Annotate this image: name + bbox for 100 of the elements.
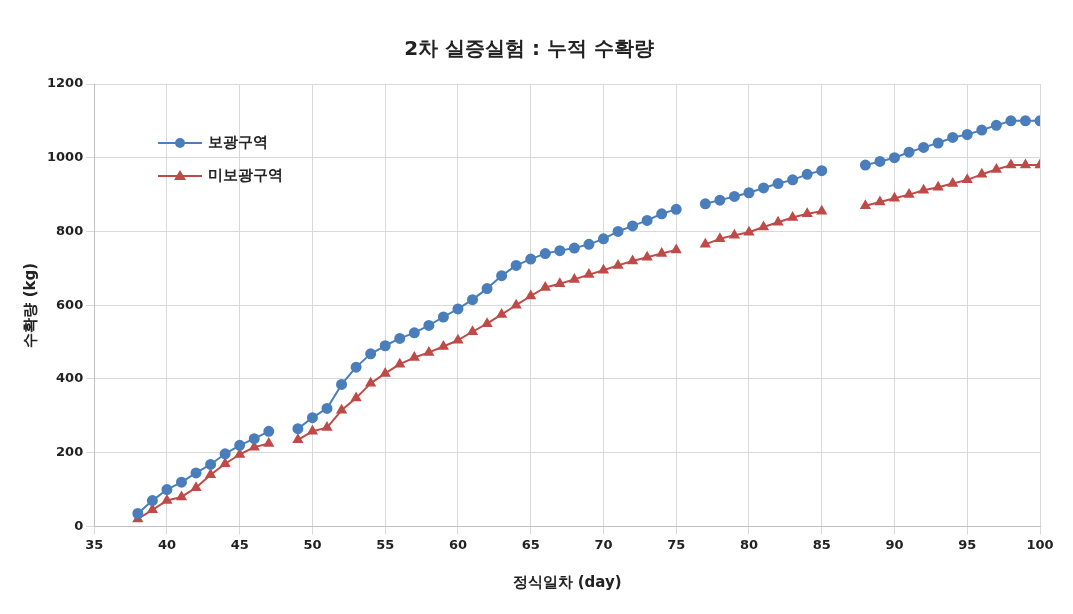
x-tick-label: 50	[303, 536, 322, 552]
point	[874, 155, 886, 167]
point	[728, 190, 740, 202]
point	[656, 208, 668, 220]
point	[714, 233, 725, 243]
y-tick-label: 200	[56, 444, 84, 460]
legend-label: 보광구역	[208, 133, 268, 152]
point	[1019, 115, 1031, 127]
point	[336, 404, 347, 414]
x-tick-label: 95	[958, 536, 977, 552]
point	[976, 168, 987, 178]
point	[903, 146, 915, 158]
point	[554, 245, 566, 257]
point	[888, 152, 900, 164]
point	[801, 168, 813, 180]
point	[875, 196, 885, 206]
point	[787, 211, 798, 221]
point	[962, 174, 973, 184]
point	[306, 412, 318, 424]
point	[350, 361, 362, 373]
point	[641, 214, 653, 226]
x-tick-label: 100	[1026, 536, 1054, 552]
point	[321, 402, 333, 414]
point	[510, 259, 522, 271]
x-tick-label: 70	[594, 536, 613, 552]
point	[642, 251, 653, 261]
point	[933, 181, 944, 191]
point	[423, 319, 435, 331]
point	[743, 187, 755, 199]
point	[991, 164, 1002, 173]
point	[351, 392, 361, 402]
point	[147, 504, 158, 514]
point	[714, 194, 726, 206]
point	[467, 294, 479, 306]
point	[409, 352, 420, 361]
point	[162, 495, 172, 504]
point	[568, 242, 580, 254]
point	[453, 334, 463, 344]
point	[729, 229, 740, 239]
point	[263, 437, 274, 447]
point	[1006, 159, 1016, 169]
point	[365, 377, 376, 387]
point	[540, 282, 551, 291]
point	[918, 141, 930, 153]
point	[947, 178, 958, 187]
point	[918, 184, 929, 194]
point	[190, 467, 202, 479]
point	[860, 200, 871, 209]
point	[408, 327, 420, 339]
point	[438, 340, 449, 350]
point	[394, 358, 405, 368]
point	[234, 449, 245, 458]
point	[627, 255, 638, 265]
point	[976, 124, 988, 136]
point	[263, 425, 275, 437]
point	[525, 253, 537, 265]
point	[990, 119, 1002, 131]
point	[322, 422, 332, 431]
point	[394, 332, 406, 344]
y-tick-label: 800	[56, 222, 84, 238]
x-tick-label: 55	[376, 536, 395, 552]
x-axis-title: 정식일차 (day)	[512, 572, 622, 591]
point	[452, 303, 464, 315]
x-tick-label: 45	[230, 536, 249, 552]
point	[613, 259, 623, 269]
point	[947, 131, 959, 143]
point	[336, 378, 348, 390]
x-tick-label: 35	[85, 536, 104, 552]
point	[961, 129, 973, 141]
x-tick-label: 60	[448, 536, 467, 552]
point	[176, 491, 187, 501]
point	[481, 283, 493, 295]
point	[656, 248, 667, 257]
point	[293, 434, 303, 444]
point	[1020, 159, 1031, 169]
point	[744, 226, 754, 236]
point	[539, 248, 551, 260]
chart-title: 2차 실증실험 : 누적 수확량	[404, 36, 654, 61]
x-tick-label: 40	[157, 536, 176, 552]
point	[307, 425, 318, 435]
point	[219, 448, 231, 460]
x-tick-label: 65	[521, 536, 540, 552]
x-tick-label: 80	[739, 536, 759, 552]
point	[627, 220, 639, 232]
point	[787, 174, 799, 186]
point	[597, 233, 609, 245]
point	[772, 178, 784, 190]
point	[365, 348, 377, 360]
y-tick-label: 1000	[46, 149, 84, 165]
y-tick-label: 400	[56, 370, 84, 386]
point	[670, 203, 682, 215]
point	[205, 469, 216, 479]
point	[816, 165, 828, 177]
point	[191, 482, 201, 491]
point	[234, 439, 246, 451]
point	[932, 137, 944, 149]
point	[671, 244, 682, 254]
point	[859, 159, 871, 171]
point	[379, 340, 391, 352]
point	[569, 273, 580, 283]
